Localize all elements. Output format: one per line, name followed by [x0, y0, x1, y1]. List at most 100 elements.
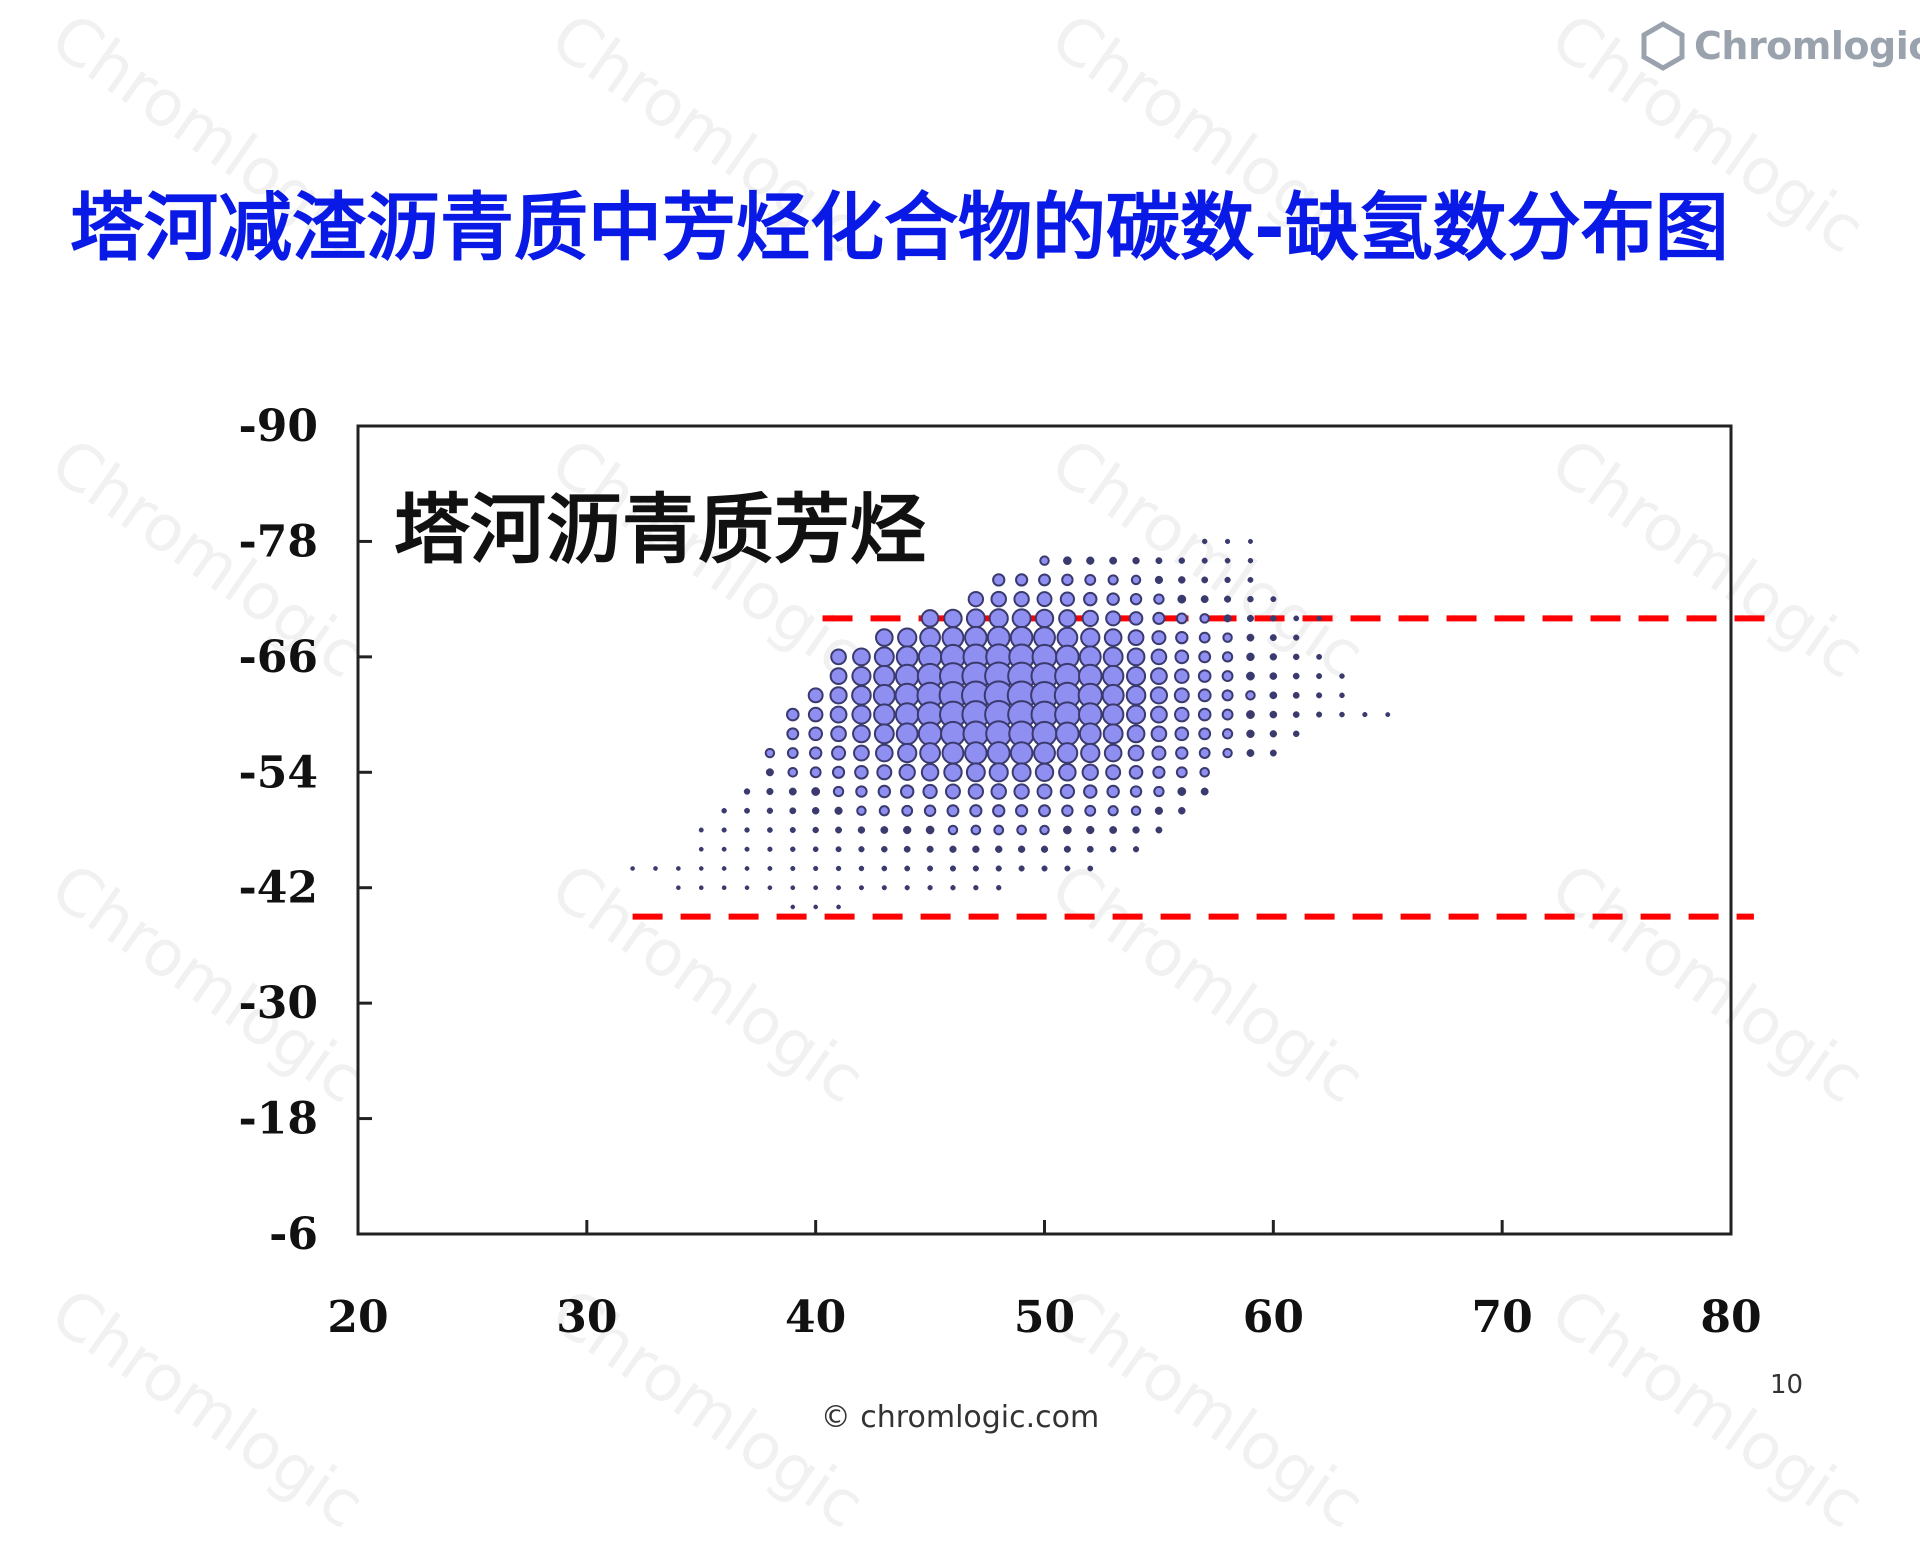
bubble-point: [1175, 766, 1188, 779]
x-tick-label: 30: [556, 1292, 617, 1343]
bubble-point: [1197, 707, 1212, 722]
bubble-point: [767, 846, 773, 852]
bubble-point: [1269, 672, 1278, 680]
y-tick-label: -6: [269, 1209, 318, 1260]
bubble-point: [855, 785, 868, 798]
bubble-point: [973, 885, 979, 891]
bubble-point: [1246, 729, 1255, 739]
bubble-point: [920, 763, 940, 782]
bubble-point: [858, 846, 865, 853]
bubble-point: [1129, 785, 1143, 798]
bubble-point: [1201, 576, 1209, 584]
bubble-point: [766, 807, 774, 814]
bubble-point: [789, 826, 796, 834]
bubble-point: [1246, 614, 1255, 622]
bubble-point: [630, 866, 635, 871]
bubble-point: [851, 666, 872, 687]
bubble-point: [1083, 591, 1098, 607]
bubble-point: [1081, 609, 1099, 628]
bubble-point: [1316, 653, 1323, 660]
bubble-point: [829, 705, 848, 724]
bubble-point: [941, 741, 965, 765]
bubble-point: [1221, 728, 1234, 740]
bubble-point: [834, 806, 843, 815]
y-tick-label: -42: [239, 863, 319, 914]
bubble-point: [698, 866, 704, 871]
bubble-point: [895, 722, 919, 746]
bubble-point: [972, 845, 980, 853]
bubble-point: [830, 648, 847, 666]
bubble-point: [1155, 826, 1163, 834]
bubble-point: [813, 904, 819, 910]
x-tick-label: 20: [327, 1292, 388, 1343]
bubble-point: [943, 762, 963, 782]
bubble-point: [1125, 666, 1147, 687]
bubble-point: [1086, 825, 1095, 835]
bubble-point: [835, 846, 842, 853]
bubble-point: [808, 746, 823, 760]
bubble-point: [1174, 649, 1190, 665]
bubble-point: [1036, 783, 1053, 800]
bubble-point: [873, 723, 895, 745]
bubble-point: [744, 827, 750, 833]
bubble-point: [698, 846, 704, 852]
bubble-point: [832, 785, 845, 798]
bubble-point: [1316, 615, 1322, 622]
bubble-point: [996, 885, 1002, 891]
bubble-point: [1034, 762, 1055, 782]
bubble-point: [873, 664, 896, 688]
bubble-point: [1105, 764, 1122, 781]
x-tick-label: 50: [1014, 1292, 1075, 1343]
bubble-point: [721, 866, 727, 871]
bubble-point: [1199, 766, 1210, 778]
bubble-point: [835, 865, 842, 872]
bubble-point: [853, 744, 870, 762]
bubble-point: [1103, 628, 1123, 647]
bubble-point: [812, 846, 819, 853]
bubble-point: [744, 866, 750, 871]
y-tick-label: -66: [239, 632, 319, 683]
bubble-point: [1038, 573, 1051, 587]
bubble-point: [1292, 653, 1300, 661]
bubble-point: [1247, 576, 1254, 583]
bubble-point: [1132, 826, 1140, 834]
bubble-point: [993, 824, 1005, 836]
bubble-point: [923, 804, 937, 817]
bubble-point: [852, 647, 871, 667]
bubble-point: [922, 783, 938, 800]
bubble-point: [949, 845, 957, 853]
bubble-point: [1013, 590, 1030, 608]
bubble-point: [1270, 596, 1277, 603]
bubble-point: [721, 808, 727, 814]
bubble-point: [1198, 747, 1211, 759]
bubble-point: [1058, 763, 1077, 782]
bubble-point: [1154, 575, 1164, 585]
bubble-point: [744, 807, 750, 814]
bubble-point: [807, 706, 824, 723]
bubble-point: [811, 807, 820, 815]
bubble-point: [876, 764, 893, 781]
bubble-point: [1246, 710, 1255, 720]
bubble-point: [1106, 592, 1120, 606]
bubble-point: [1339, 692, 1345, 699]
bubble-point: [949, 865, 956, 872]
bubble-point: [1153, 785, 1165, 798]
bubble-point: [972, 865, 979, 872]
y-tick-label: -54: [239, 747, 319, 798]
bubble-point: [809, 766, 822, 779]
bubble-point: [1084, 804, 1097, 817]
bubble-point: [926, 845, 934, 853]
bubble-point: [1155, 557, 1163, 565]
bubble-point: [1040, 845, 1049, 853]
bubble-point: [767, 866, 773, 871]
bubble-point: [1086, 556, 1095, 565]
bubble-point: [1109, 826, 1118, 834]
bubble-point: [1316, 673, 1323, 680]
bubble-point: [950, 885, 956, 891]
bubble-point: [927, 885, 933, 891]
bubble-point: [1056, 626, 1079, 649]
bubble-point: [1080, 627, 1101, 648]
bubble-point: [1293, 634, 1300, 641]
bubble-point: [986, 741, 1011, 765]
bubble-point: [967, 590, 985, 608]
